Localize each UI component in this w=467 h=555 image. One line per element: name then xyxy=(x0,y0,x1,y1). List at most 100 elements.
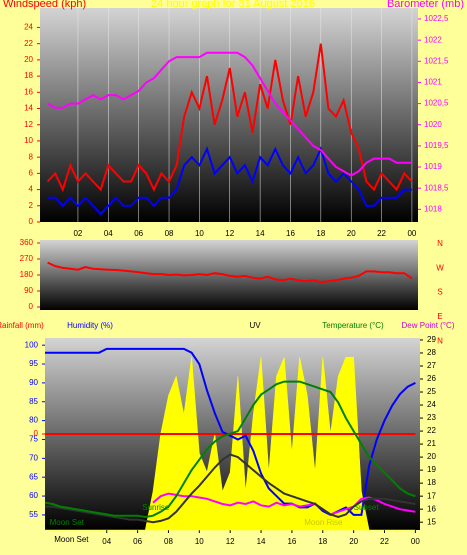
y-tick-label: 15 xyxy=(427,517,436,526)
annotation: Sunset xyxy=(354,503,380,512)
y-tick-label: 6 xyxy=(29,168,34,177)
chart-title: 24 hour graph for 31 August 2016 xyxy=(151,0,315,10)
y-tick-label: 70 xyxy=(29,453,38,462)
y-tick-label: 25 xyxy=(427,387,436,396)
x-tick-label: 12 xyxy=(226,537,235,546)
x-tick-label: 16 xyxy=(286,229,295,238)
series-line xyxy=(45,453,416,524)
y-tick-label: 55 xyxy=(29,510,38,519)
y-tick-label: 60 xyxy=(29,491,38,500)
x-tick-label: 00 xyxy=(407,229,416,238)
y-tick-label: 1021,5 xyxy=(424,56,449,65)
y-tick-label: 0 xyxy=(29,217,34,226)
x-tick-label: 16 xyxy=(287,537,296,546)
y-tick-label: 8 xyxy=(29,152,34,161)
y-tick-label: 75 xyxy=(29,435,38,444)
compass-label: E xyxy=(437,312,442,321)
y-axis-label: Windspeed (kph) xyxy=(3,0,86,10)
x-tick-label: 04 xyxy=(104,229,113,238)
y-tick-label: 0 xyxy=(34,429,39,438)
series-line xyxy=(44,380,416,519)
y-tick-label: 29 xyxy=(427,335,436,344)
y-tick-label: 1022 xyxy=(424,35,442,44)
y-tick-label: 90 xyxy=(24,286,33,295)
y-tick-label: 0 xyxy=(29,302,34,311)
x-tick-label: 10 xyxy=(195,229,204,238)
uv-area xyxy=(45,356,416,531)
y-tick-label: 18 xyxy=(24,71,33,80)
x-tick-label: 18 xyxy=(316,229,325,238)
x-tick-label: 20 xyxy=(347,229,356,238)
x-tick-label: 22 xyxy=(377,229,386,238)
y-tick-label: 85 xyxy=(29,397,38,406)
y-tick-label: 90 xyxy=(29,378,38,387)
annotation: Moon Set xyxy=(50,518,85,527)
x-tick-label: 22 xyxy=(380,537,389,546)
y-tick-label: 1021 xyxy=(424,78,442,87)
annotation: Moon Set xyxy=(54,535,89,544)
y-tick-label: 1019 xyxy=(424,162,442,171)
series-line xyxy=(47,146,412,216)
y-tick-label: 26 xyxy=(427,374,436,383)
x-tick-label: 06 xyxy=(133,537,142,546)
y-tick-label: 14 xyxy=(24,104,33,113)
y-tick-label: 16 xyxy=(24,87,33,96)
y-tick-label: 17 xyxy=(427,491,436,500)
y-tick-label: 20 xyxy=(427,452,436,461)
x-tick-label: 10 xyxy=(195,537,204,546)
y-tick-label: 1022,5 xyxy=(424,14,449,23)
x-tick-label: 14 xyxy=(256,229,265,238)
y-tick-label: 100 xyxy=(25,340,39,349)
x-tick-label: 04 xyxy=(102,537,111,546)
y-tick-label: 22 xyxy=(24,39,33,48)
y2-axis-label: Barometer (mb) xyxy=(387,0,464,10)
x-tick-label: 00 xyxy=(411,537,420,546)
legend-label: Temperature (°C) xyxy=(322,321,384,330)
x-tick-label: 06 xyxy=(134,229,143,238)
series-line xyxy=(47,51,412,177)
wind-panel xyxy=(40,8,418,222)
series-line xyxy=(45,347,416,517)
y-tick-label: 95 xyxy=(29,359,38,368)
x-tick-label: 08 xyxy=(165,229,174,238)
y-tick-label: 10 xyxy=(24,136,33,145)
compass-label: N xyxy=(437,336,443,345)
y-tick-label: 360 xyxy=(20,238,34,247)
y-tick-label: 24 xyxy=(427,400,436,409)
y-tick-label: 21 xyxy=(427,439,436,448)
series-line xyxy=(46,43,413,193)
compass-label: W xyxy=(436,263,444,272)
y-tick-label: 20 xyxy=(24,55,33,64)
x-tick-label: 18 xyxy=(318,537,327,546)
x-tick-label: 20 xyxy=(349,537,358,546)
y-tick-label: 1019,5 xyxy=(424,141,449,150)
legend-label: UV xyxy=(249,321,261,330)
y-tick-label: 180 xyxy=(20,270,34,279)
x-tick-label: 14 xyxy=(257,537,266,546)
x-tick-label: 08 xyxy=(164,537,173,546)
y-tick-label: 16 xyxy=(427,504,436,513)
annotation: Moon Rise xyxy=(304,518,343,527)
y-tick-label: 4 xyxy=(29,185,34,194)
series-line xyxy=(47,261,413,284)
y-tick-label: 270 xyxy=(20,254,34,263)
y-tick-label: 12 xyxy=(24,120,33,129)
annotation: Sunrise xyxy=(142,503,170,512)
compass-label: N xyxy=(437,239,443,248)
y-tick-label: 80 xyxy=(29,416,38,425)
y-tick-label: 1020,5 xyxy=(424,99,449,108)
y-tick-label: 24 xyxy=(24,23,33,32)
y-tick-label: 1020 xyxy=(424,120,442,129)
y-tick-label: 1018,5 xyxy=(424,183,449,192)
compass-label: S xyxy=(437,288,442,297)
y-tick-label: 22 xyxy=(427,426,436,435)
y-tick-label: 18 xyxy=(427,478,436,487)
y-tick-label: 1018 xyxy=(424,204,442,213)
y-tick-label: 2 xyxy=(29,201,34,210)
x-tick-label: 02 xyxy=(73,229,82,238)
legend-label: Humidity (%) xyxy=(67,321,113,330)
y-tick-label: 27 xyxy=(427,361,436,370)
y-tick-label: 19 xyxy=(427,465,436,474)
y-tick-label: 28 xyxy=(427,348,436,357)
